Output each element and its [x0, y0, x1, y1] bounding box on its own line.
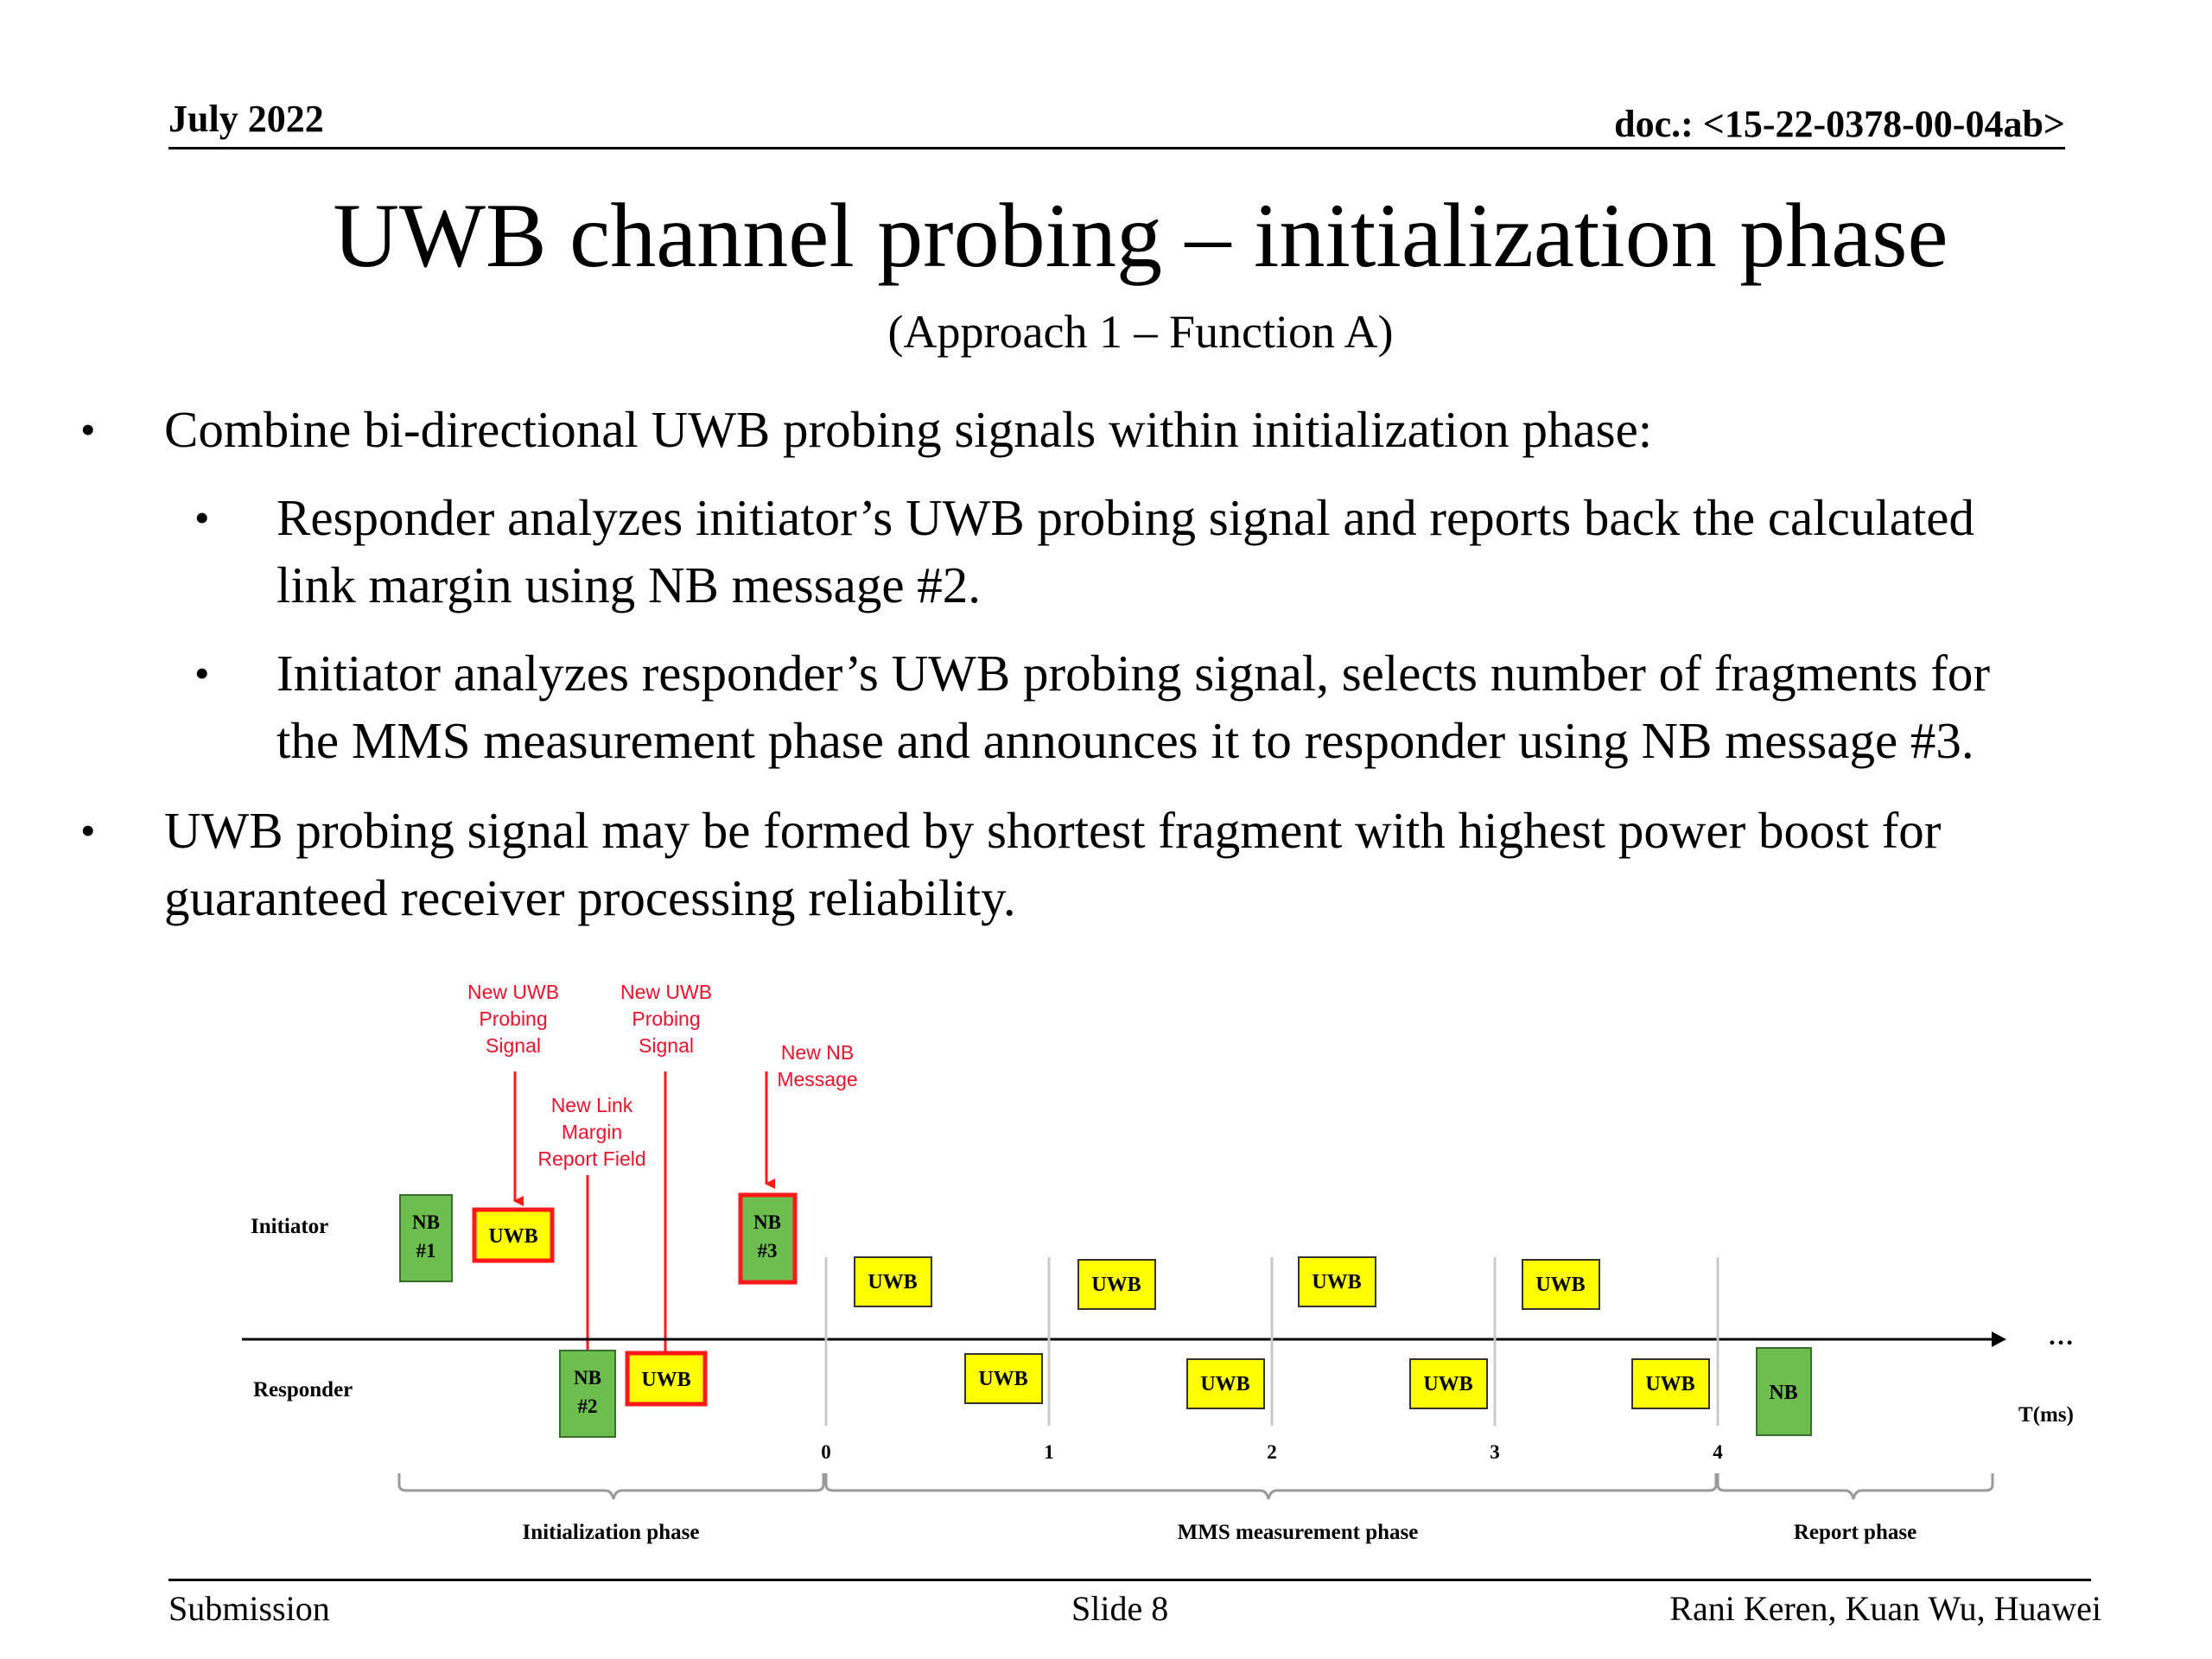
- tick-label: 0: [821, 1441, 831, 1463]
- bullet-1-text: Combine bi-directional UWB probing signa…: [164, 401, 1653, 458]
- svg-text:UWB: UWB: [978, 1368, 1027, 1390]
- phase-label-report: Report phase: [1794, 1521, 1916, 1544]
- svg-text:UWB: UWB: [1423, 1373, 1472, 1395]
- svg-text:UWB: UWB: [1535, 1274, 1585, 1296]
- sub-bullet-1-line-2: link margin using NB message #2.: [276, 556, 982, 613]
- footer-divider: [168, 1579, 2091, 1581]
- brace-init-phase: [397, 1473, 825, 1500]
- header-doc-id: doc.: <15-22-0378-00-04ab>: [1614, 103, 2065, 145]
- tick-label: 2: [1267, 1441, 1277, 1463]
- axis-label: T(ms): [2018, 1403, 2074, 1427]
- svg-text:UWB: UWB: [641, 1369, 690, 1391]
- svg-text:UWB: UWB: [1200, 1373, 1249, 1395]
- svg-text:UWB: UWB: [1091, 1274, 1141, 1296]
- responder-uwb-probe-box: UWB: [625, 1351, 708, 1407]
- sub-bullet-2-line-1: Initiator analyzes responder’s UWB probi…: [276, 645, 1991, 702]
- initiator-uwb-box: UWB: [854, 1256, 932, 1307]
- header-divider: [168, 147, 2065, 149]
- svg-text:NB: NB: [1769, 1382, 1797, 1404]
- annotation-probe-2-line-2: Probing: [632, 1007, 700, 1030]
- initiator-uwb-box: UWB: [1522, 1259, 1600, 1310]
- slide-title: UWB channel probing – initialization pha…: [333, 185, 1948, 286]
- svg-text:#1: #1: [416, 1240, 436, 1262]
- bullet-dot: •: [80, 405, 96, 454]
- annotation-probe-2: New UWB Probing Signal: [620, 981, 712, 1057]
- responder-uwb-box: UWB: [964, 1353, 1043, 1404]
- responder-uwb-box: UWB: [1631, 1358, 1710, 1409]
- responder-uwb-box: UWB: [1186, 1358, 1265, 1409]
- tick-label: 1: [1044, 1441, 1054, 1463]
- time-gridlines: [824, 1257, 1719, 1426]
- annotation-probe-1-line-3: Signal: [486, 1034, 541, 1057]
- responder-uwb-box: UWB: [1409, 1358, 1488, 1409]
- annotation-nb-message-line-2: Message: [777, 1068, 857, 1090]
- responder-report-nb-box: NB: [1756, 1347, 1812, 1436]
- svg-text:NB: NB: [574, 1367, 601, 1389]
- svg-text:UWB: UWB: [1312, 1271, 1361, 1294]
- brace-report-phase: [1716, 1473, 1994, 1500]
- annotation-link-margin-line-1: New Link: [551, 1094, 633, 1116]
- slide-subtitle: (Approach 1 – Function A): [887, 306, 1394, 358]
- annotation-link-margin-line-3: Report Field: [537, 1147, 645, 1170]
- phase-braces: [397, 1473, 1994, 1500]
- tick-label: 4: [1713, 1441, 1723, 1463]
- annotation-nb-message-line-1: New NB: [781, 1041, 854, 1064]
- bullet-dot: •: [194, 493, 210, 542]
- svg-text:UWB: UWB: [868, 1271, 917, 1294]
- annotation-probe-1-line-2: Probing: [479, 1007, 547, 1030]
- initiator-uwb-box: UWB: [1077, 1259, 1156, 1310]
- phase-label-mms: MMS measurement phase: [1178, 1521, 1419, 1544]
- svg-text:UWB: UWB: [1645, 1373, 1694, 1395]
- annotation-link-margin: New Link Margin Report Field: [537, 1094, 645, 1170]
- annotation-probe-2-line-1: New UWB: [620, 981, 712, 1003]
- bullet-dot: •: [80, 806, 96, 855]
- annotation-probe-2-line-3: Signal: [639, 1034, 694, 1057]
- tick-label: 3: [1490, 1441, 1500, 1463]
- axis-ellipsis: …: [2048, 1322, 2074, 1351]
- annotation-probe-1: New UWB Probing Signal: [467, 981, 559, 1057]
- footer-slide-number: Slide 8: [1071, 1589, 1169, 1628]
- initiator-nb1-box: NB #1: [399, 1194, 453, 1282]
- responder-nb2-box: NB #2: [559, 1350, 616, 1438]
- bullet-2-line-2: guaranteed receiver processing reliabili…: [164, 869, 1016, 926]
- svg-text:#2: #2: [578, 1395, 598, 1417]
- row-label-initiator: Initiator: [251, 1215, 328, 1238]
- initiator-uwb-probe-box: UWB: [472, 1207, 555, 1263]
- brace-mms-phase: [824, 1473, 1718, 1500]
- svg-text:NB: NB: [753, 1211, 781, 1233]
- annotation-nb-message: New NB Message: [777, 1041, 857, 1090]
- initiator-uwb-box: UWB: [1298, 1256, 1376, 1307]
- time-axis-arrowhead: [1992, 1332, 2006, 1347]
- row-label-responder: Responder: [253, 1378, 353, 1402]
- footer-submission: Submission: [168, 1589, 330, 1628]
- svg-text:UWB: UWB: [488, 1225, 537, 1248]
- phase-label-init: Initialization phase: [523, 1521, 700, 1544]
- initiator-nb3-box: NB #3: [738, 1192, 798, 1285]
- svg-text:#3: #3: [758, 1240, 778, 1262]
- annotation-probe-1-line-1: New UWB: [467, 981, 559, 1003]
- annotation-link-margin-line-2: Margin: [562, 1121, 622, 1143]
- sub-bullet-2-line-2: the MMS measurement phase and announces …: [276, 712, 1974, 769]
- svg-text:NB: NB: [412, 1211, 440, 1233]
- footer-authors: Rani Keren, Kuan Wu, Huawei: [1669, 1589, 2101, 1628]
- sub-bullet-1-line-1: Responder analyzes initiator’s UWB probi…: [276, 489, 1974, 546]
- header-date: July 2022: [168, 98, 324, 140]
- bullet-2-line-1: UWB probing signal may be formed by shor…: [164, 802, 1942, 859]
- bullet-dot: •: [194, 649, 210, 697]
